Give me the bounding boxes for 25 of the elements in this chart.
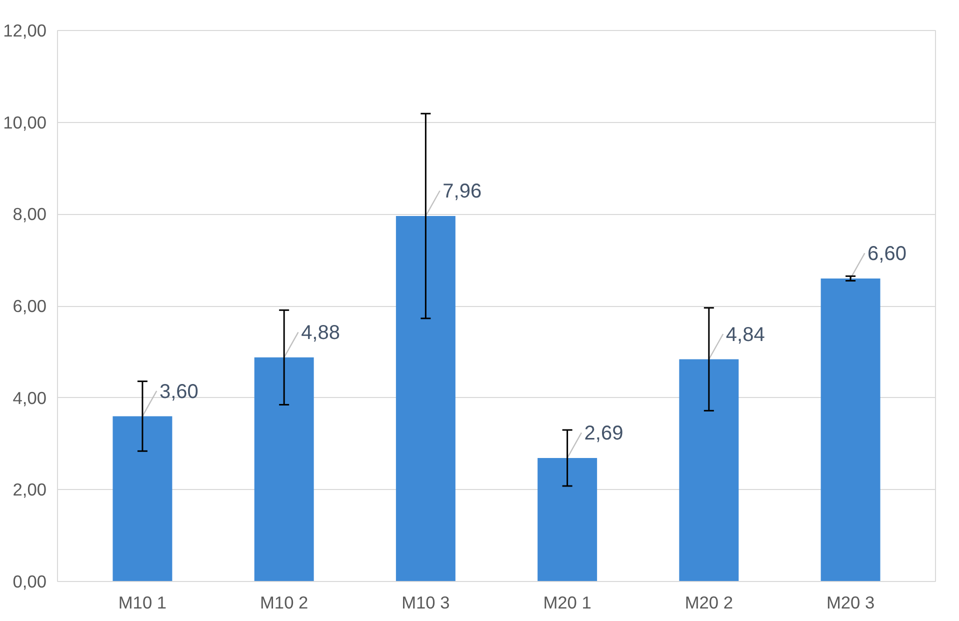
x-tick-label: M10 3 bbox=[402, 592, 450, 612]
data-label: 7,96 bbox=[442, 180, 482, 203]
y-tick-label: 8,00 bbox=[12, 204, 47, 224]
bar bbox=[538, 458, 598, 582]
bar bbox=[112, 416, 172, 582]
x-tick-label: M10 1 bbox=[118, 592, 167, 612]
y-tick-label: 0,00 bbox=[12, 572, 47, 592]
bar bbox=[254, 357, 314, 582]
bar bbox=[679, 359, 739, 582]
bar bbox=[820, 278, 880, 582]
bar bbox=[396, 216, 456, 582]
y-tick-label: 2,00 bbox=[12, 480, 47, 500]
y-tick-label: 10,00 bbox=[3, 112, 47, 132]
data-label: 6,60 bbox=[868, 243, 906, 266]
y-tick-label: 6,00 bbox=[12, 296, 47, 316]
x-tick-label: M10 2 bbox=[260, 592, 308, 612]
data-label: 3,60 bbox=[159, 380, 198, 403]
x-tick-label: M20 2 bbox=[684, 592, 734, 612]
y-tick-label: 12,00 bbox=[3, 20, 47, 40]
y-tick-label: 4,00 bbox=[12, 388, 47, 408]
data-label: 4,88 bbox=[301, 322, 340, 344]
data-label: 4,84 bbox=[726, 324, 765, 346]
x-tick-label: M20 3 bbox=[826, 592, 875, 612]
x-tick-label: M20 1 bbox=[543, 592, 592, 612]
data-label: 2,69 bbox=[584, 422, 624, 445]
